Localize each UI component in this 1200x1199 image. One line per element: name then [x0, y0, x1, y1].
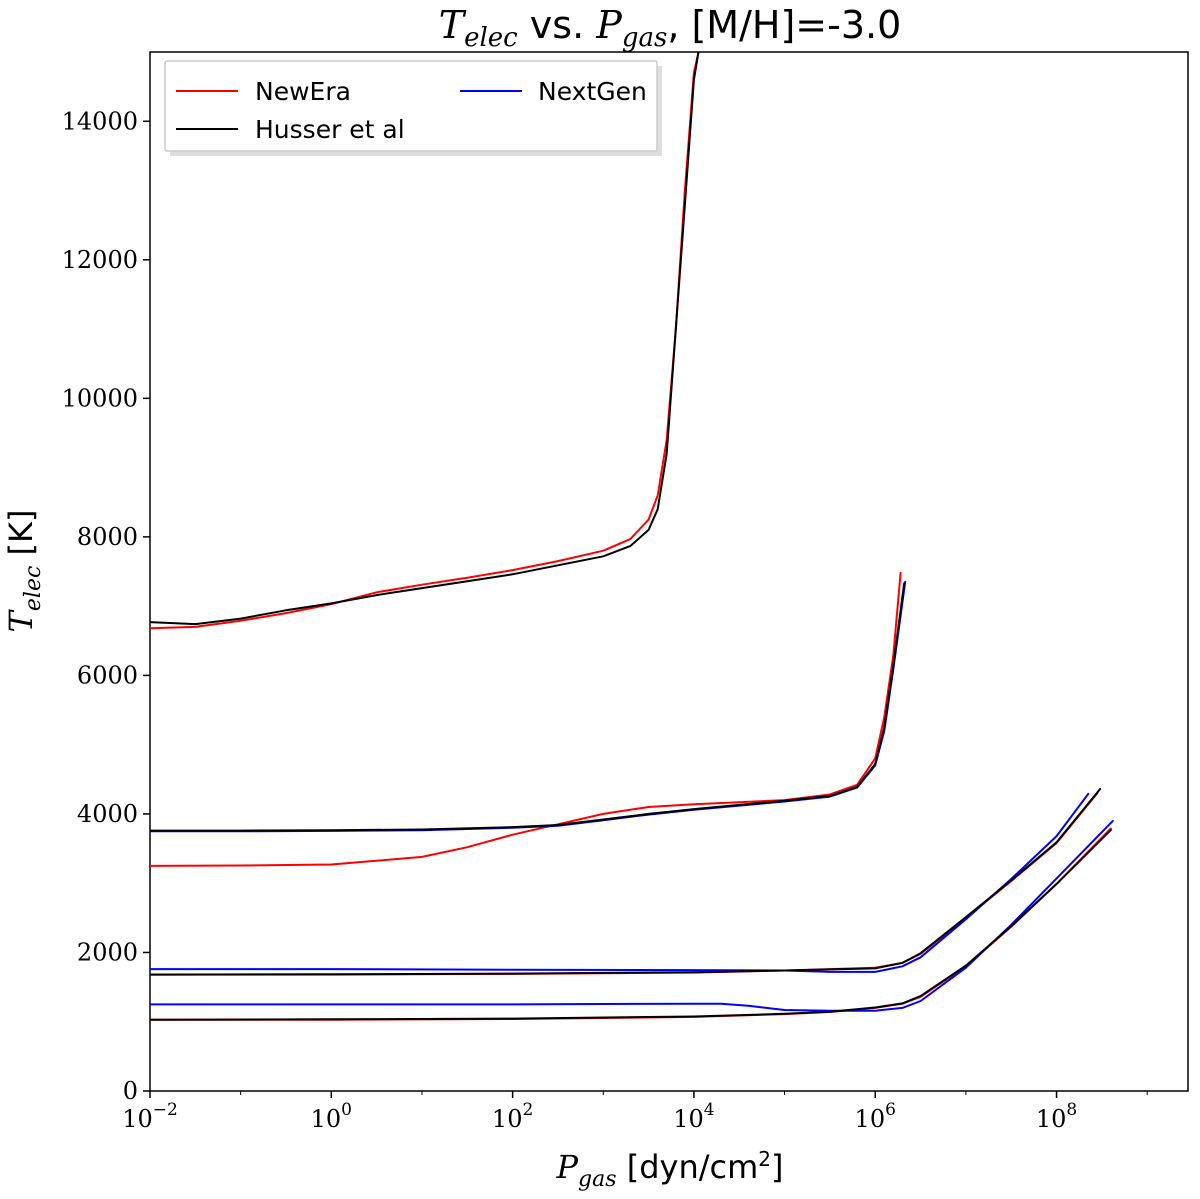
series-line-husser-et-al-t3 [150, 788, 1102, 976]
legend-box [164, 60, 658, 152]
series-line-newera-t2 [150, 571, 902, 867]
series-line-newera-t4 [150, 827, 1112, 1021]
legend-label-nextgen: NextGen [538, 77, 647, 106]
series-line-nextgen-t3 [150, 792, 1090, 973]
y-tick-label: 12000 [62, 246, 138, 274]
plot-area [149, 51, 1189, 1092]
series-layer [150, 52, 1114, 1021]
x-axis-label: Pgas [dyn/cm2] [556, 1147, 784, 1192]
y-tick-label: 10000 [62, 384, 138, 412]
y-tick-label: 6000 [77, 661, 138, 689]
y-tick-label: 4000 [77, 800, 138, 828]
chart-title: Telec vs. Pgas, [M/H]=-3.0 [439, 3, 902, 53]
legend-entry-nextgen: NextGen [460, 77, 647, 106]
y-tick-label: 14000 [62, 107, 138, 135]
series-line-husser-et-al-t1 [150, 52, 700, 626]
legend-label-newera: NewEra [255, 77, 351, 106]
x-tick-label: 108 [1036, 1100, 1077, 1133]
legend-label-husser: Husser et al [255, 115, 405, 144]
series-line-husser-et-al-t2 [150, 582, 906, 832]
y-axis-label: Telec [K] [2, 510, 46, 633]
series-line-husser-et-al-t4 [150, 828, 1112, 1021]
series-line-nextgen-t2 [150, 580, 907, 833]
x-tick-label: 106 [855, 1100, 896, 1133]
x-tick-label: 10−2 [122, 1100, 178, 1133]
y-tick-label: 8000 [77, 523, 138, 551]
y-tick-label: 0 [123, 1077, 138, 1105]
y-axis: 0 2000 4000 6000 8000 10000 12000 14000 [62, 107, 150, 1105]
x-tick-label: 100 [311, 1100, 352, 1133]
legend-entry-husser: Husser et al [176, 115, 405, 144]
legend-entry-newera: NewEra [176, 77, 351, 106]
x-tick-label: 104 [673, 1100, 714, 1133]
x-tick-label: 102 [492, 1100, 533, 1133]
x-axis: 10−2 100 102 104 106 108 [122, 1091, 1148, 1133]
y-tick-label: 2000 [77, 938, 138, 966]
series-line-newera-t3 [150, 792, 1099, 976]
legend: NewEra Husser et al NextGen [164, 60, 662, 156]
